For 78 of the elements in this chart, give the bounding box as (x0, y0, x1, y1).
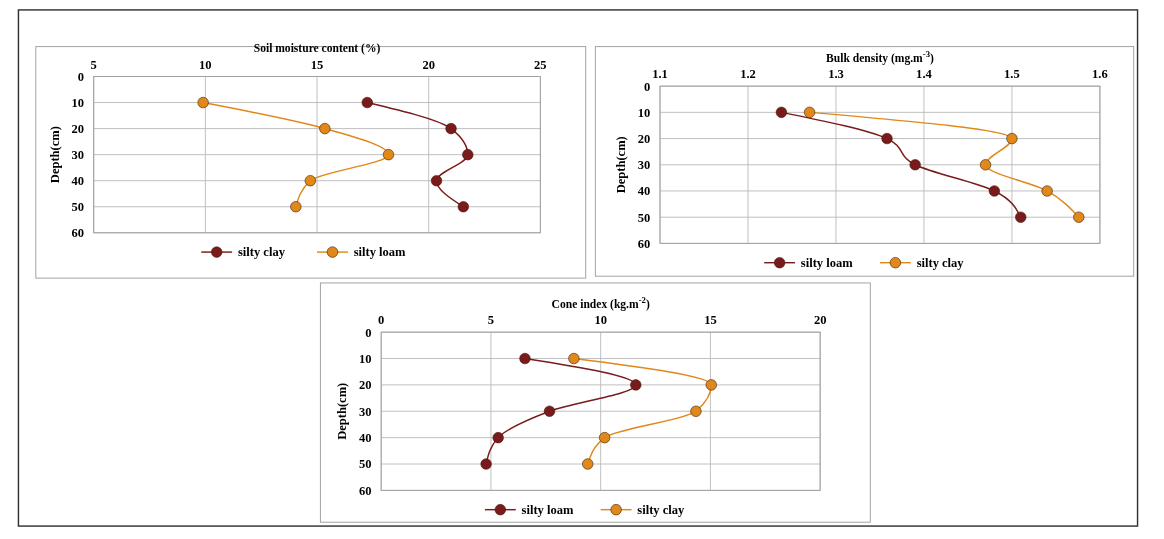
point (197, 96, 209, 109)
legend-label: silty clay (916, 256, 965, 271)
point (480, 458, 492, 470)
point (457, 201, 469, 213)
y-tick-label: 10 (637, 105, 651, 120)
x-tick-label: 25 (534, 57, 547, 72)
y-tick-label: 60 (637, 236, 651, 251)
x-tick-label: 20 (422, 57, 435, 72)
point (568, 352, 580, 365)
y-tick-label: 50 (359, 457, 372, 472)
point (775, 106, 788, 118)
point (290, 201, 302, 213)
point (1041, 185, 1053, 197)
point (304, 175, 316, 187)
legend-label: silty clay (637, 503, 686, 518)
x-tick-label: 1.4 (916, 67, 933, 82)
chart-title: Cone index (kg.m$^{-2}$) (551, 295, 650, 312)
point (803, 106, 816, 118)
y-tick-label: 30 (637, 158, 651, 173)
point (1073, 211, 1085, 223)
chart-title: Bulk density (mg.m$^{-3}$) (826, 49, 935, 66)
point (599, 432, 611, 444)
y-tick-label: 40 (359, 431, 372, 446)
point (881, 132, 893, 145)
x-tick-label: 1.5 (1004, 67, 1020, 82)
point (462, 149, 474, 161)
y-tick-label: 60 (71, 226, 85, 241)
legend-label: silty loam (800, 256, 854, 271)
y-tick-label: 10 (71, 95, 85, 110)
x-tick-label: 5 (90, 57, 97, 72)
x-tick-label: 1.6 (1092, 67, 1108, 82)
x-tick-label: 10 (594, 313, 607, 328)
point (705, 379, 717, 391)
y-tick-label: 10 (359, 351, 372, 366)
y-tick-label: 50 (637, 210, 651, 225)
chart-title: Soil moisture content (%) (253, 42, 381, 56)
point (319, 123, 331, 135)
x-tick-label: 15 (310, 57, 324, 72)
point (361, 96, 373, 109)
legend-label: silty loam (353, 245, 407, 260)
y-tick-label: 40 (71, 174, 85, 189)
point (543, 405, 556, 417)
y-tick-label: 20 (637, 131, 651, 146)
point (519, 352, 531, 365)
point (492, 432, 504, 444)
point (1015, 211, 1027, 223)
y-tick-label: 60 (359, 483, 372, 498)
y-tick-label: 30 (71, 148, 85, 163)
point (1006, 132, 1018, 145)
y-axis-title: Depth(cm) (614, 136, 629, 194)
x-tick-label: 10 (199, 57, 212, 72)
x-tick-label: 15 (704, 313, 717, 328)
point (430, 175, 443, 187)
y-tick-label: 20 (71, 121, 85, 136)
y-tick-label: 40 (637, 184, 651, 199)
point (988, 185, 1000, 197)
point (582, 458, 594, 470)
x-tick-label: 1.2 (740, 67, 756, 82)
x-tick-label: 1.1 (652, 67, 668, 82)
point (909, 159, 921, 171)
y-tick-label: 20 (359, 378, 372, 393)
legend-label: silty clay (237, 245, 286, 260)
y-tick-label: 30 (359, 404, 372, 419)
x-tick-label: 5 (487, 313, 495, 328)
y-axis-title: Depth(cm) (335, 382, 350, 440)
legend-label: silty loam (521, 503, 574, 518)
y-tick-label: 0 (644, 79, 651, 94)
point (630, 379, 642, 391)
x-tick-label: 0 (378, 313, 385, 328)
x-tick-label: 1.3 (828, 67, 844, 82)
x-tick-label: 20 (813, 313, 827, 328)
point (445, 123, 457, 135)
y-axis-title: Depth(cm) (47, 126, 62, 184)
point (690, 405, 702, 417)
point (979, 159, 992, 171)
y-tick-label: 0 (365, 325, 372, 340)
y-tick-label: 50 (71, 200, 85, 215)
point (382, 149, 395, 161)
